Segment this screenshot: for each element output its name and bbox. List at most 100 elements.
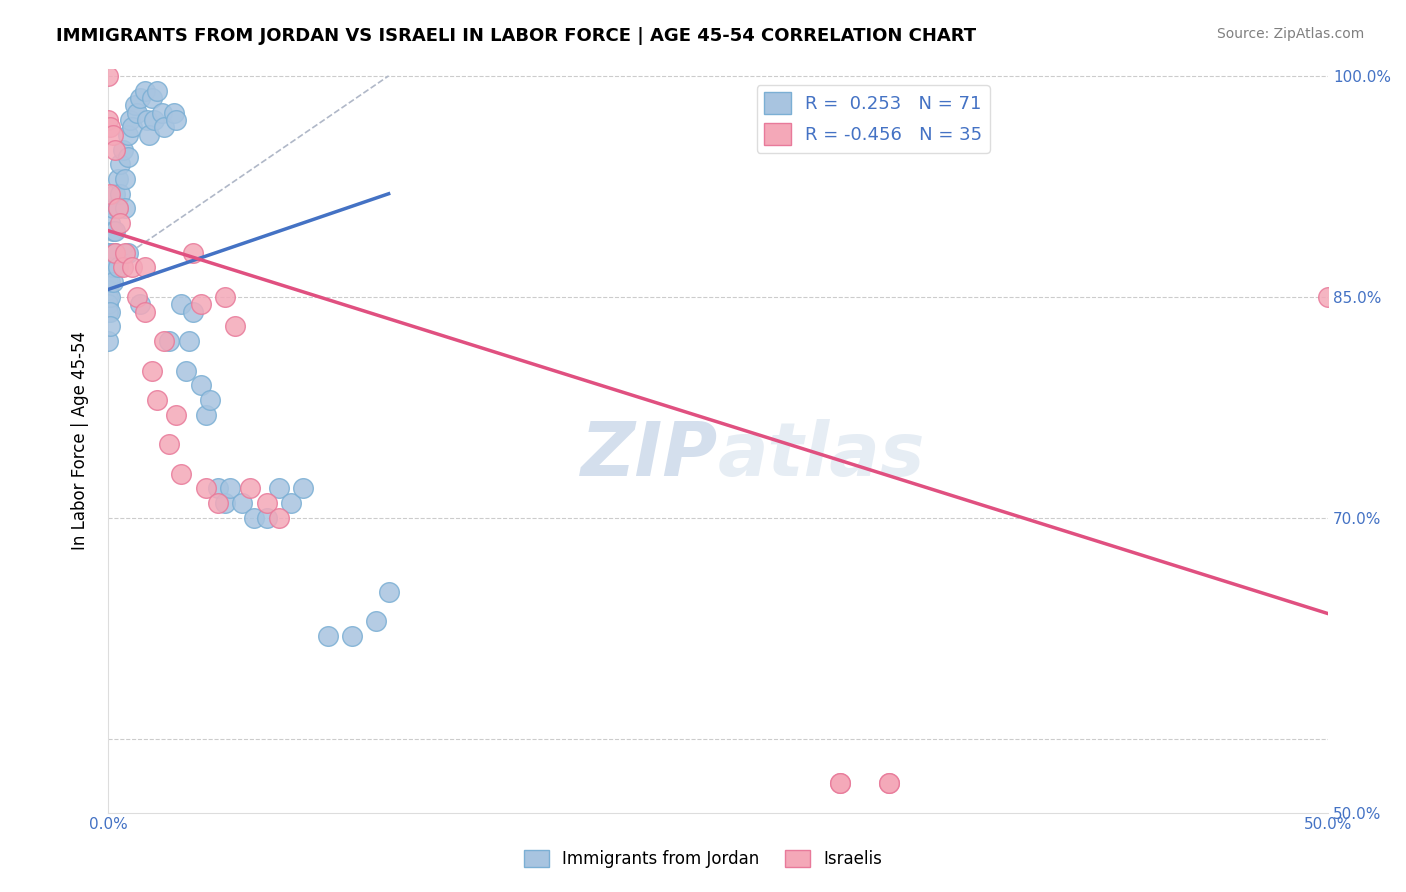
Point [101, 260, 124, 275]
Point [127, 290, 149, 304]
Point [316, 629, 339, 643]
Point [190, 297, 212, 311]
Point [146, 84, 169, 98]
Point [194, 482, 217, 496]
Point [101, 245, 124, 260]
Point [165, 113, 187, 128]
Point [107, 172, 129, 186]
Point [104, 186, 127, 201]
Point [190, 378, 212, 392]
Point [134, 260, 156, 275]
Point [108, 216, 131, 230]
Point [146, 392, 169, 407]
Point [101, 128, 124, 142]
Point [97, 283, 120, 297]
Point [138, 128, 160, 142]
Point [170, 467, 193, 481]
Point [183, 304, 205, 318]
Point [100, 186, 122, 201]
Point [1317, 290, 1340, 304]
Point [214, 290, 236, 304]
Point [117, 245, 139, 260]
Point [114, 172, 136, 186]
Point [114, 245, 136, 260]
Point [292, 482, 315, 496]
Point [97, 113, 120, 128]
Point [104, 224, 127, 238]
Point [117, 150, 139, 164]
Point [153, 120, 176, 135]
Point [100, 260, 122, 275]
Point [114, 202, 136, 216]
Point [100, 216, 122, 230]
Point [194, 408, 217, 422]
Point [877, 776, 900, 790]
Point [207, 496, 229, 510]
Point [267, 482, 290, 496]
Point [97, 275, 120, 289]
Point [134, 84, 156, 98]
Point [828, 776, 851, 790]
Point [107, 202, 129, 216]
Point [828, 776, 851, 790]
Point [340, 629, 363, 643]
Point [200, 392, 222, 407]
Point [107, 260, 129, 275]
Text: ZIP: ZIP [581, 419, 718, 491]
Point [108, 186, 131, 201]
Point [128, 297, 150, 311]
Point [107, 202, 129, 216]
Point [117, 128, 139, 142]
Point [267, 511, 290, 525]
Point [170, 297, 193, 311]
Point [97, 304, 120, 318]
Point [174, 363, 197, 377]
Point [256, 511, 278, 525]
Legend: Immigrants from Jordan, Israelis: Immigrants from Jordan, Israelis [517, 843, 889, 875]
Point [150, 105, 173, 120]
Point [97, 245, 120, 260]
Point [224, 319, 246, 334]
Point [108, 157, 131, 171]
Y-axis label: In Labor Force | Age 45-54: In Labor Force | Age 45-54 [72, 331, 89, 550]
Text: atlas: atlas [718, 419, 925, 491]
Point [177, 334, 200, 348]
Point [104, 245, 127, 260]
Point [100, 120, 122, 135]
Point [366, 614, 388, 628]
Legend: R =  0.253   N = 71, R = -0.456   N = 35: R = 0.253 N = 71, R = -0.456 N = 35 [756, 85, 990, 153]
Point [97, 69, 120, 83]
Point [157, 437, 180, 451]
Point [97, 334, 120, 348]
Point [214, 496, 236, 510]
Point [136, 113, 159, 128]
Point [183, 245, 205, 260]
Point [100, 290, 122, 304]
Point [153, 334, 176, 348]
Point [111, 143, 134, 157]
Point [118, 113, 141, 128]
Point [157, 334, 180, 348]
Point [877, 776, 900, 790]
Point [121, 120, 143, 135]
Point [100, 245, 122, 260]
Point [238, 482, 260, 496]
Point [231, 496, 253, 510]
Point [134, 304, 156, 318]
Point [121, 260, 143, 275]
Text: Source: ZipAtlas.com: Source: ZipAtlas.com [1216, 27, 1364, 41]
Point [280, 496, 302, 510]
Point [104, 245, 127, 260]
Point [163, 105, 186, 120]
Point [97, 260, 120, 275]
Point [104, 143, 127, 157]
Point [128, 91, 150, 105]
Point [377, 584, 399, 599]
Point [97, 297, 120, 311]
Text: IMMIGRANTS FROM JORDAN VS ISRAELI IN LABOR FORCE | AGE 45-54 CORRELATION CHART: IMMIGRANTS FROM JORDAN VS ISRAELI IN LAB… [56, 27, 976, 45]
Point [219, 482, 242, 496]
Point [207, 482, 229, 496]
Point [101, 202, 124, 216]
Point [124, 98, 146, 112]
Point [100, 304, 122, 318]
